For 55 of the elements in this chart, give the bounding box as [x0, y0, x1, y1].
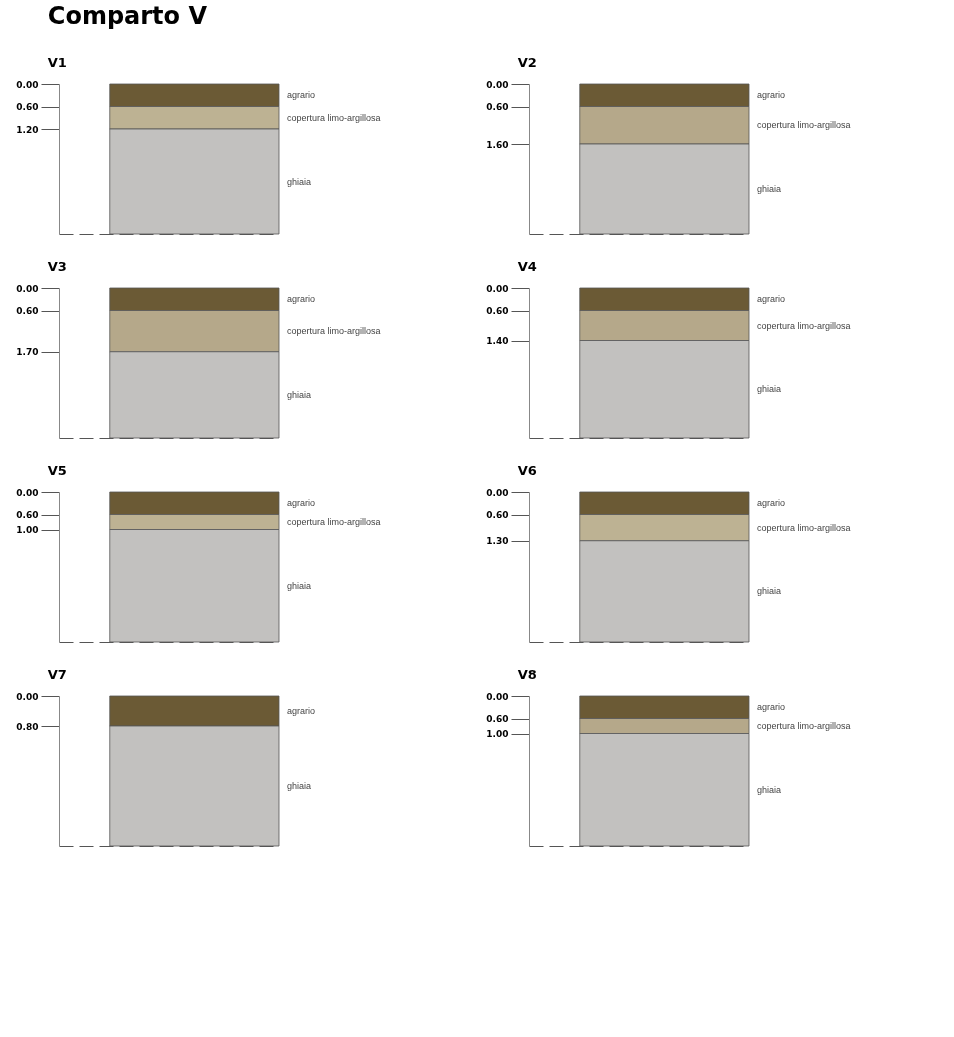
series-label: ghiaia [287, 389, 312, 400]
chart-title: Comparto V [47, 2, 208, 30]
y-tick-label: 0.00 [16, 79, 39, 90]
y-tick-label: 0.80 [16, 721, 39, 732]
chart-title: V2 [517, 55, 537, 70]
series-label: copertura limo-argillosa [757, 120, 851, 131]
series-label: copertura limo-argillosa [757, 721, 851, 731]
series-label: ghiaia [287, 176, 312, 187]
series-label: agrario [287, 90, 316, 101]
y-tick-label: 0.00 [16, 691, 39, 702]
chart-title: V7 [47, 667, 67, 682]
series-label: agrario [757, 498, 786, 509]
series-label: ghiaia [757, 784, 782, 795]
y-tick-label: 1.40 [486, 336, 509, 346]
series-label: ghiaia [757, 184, 782, 194]
series-label: ghiaia [287, 781, 312, 791]
chart-title: V6 [517, 463, 537, 478]
series-label: ghiaia [757, 384, 782, 395]
y-tick-label: 0.60 [486, 102, 509, 112]
series-label: ghiaia [757, 586, 782, 597]
y-tick-label: 0.60 [486, 306, 509, 316]
chart-title: V3 [47, 259, 67, 274]
y-tick-label: 1.20 [16, 124, 39, 135]
series-label: agrario [287, 294, 316, 305]
chart-title: V5 [47, 463, 67, 478]
y-tick-label: 0.60 [16, 510, 39, 520]
y-tick-label: 1.00 [16, 525, 39, 535]
series-label: copertura limo-argillosa [757, 522, 851, 533]
series-label: copertura limo-argillosa [287, 326, 381, 337]
y-tick-label: 0.00 [486, 487, 509, 498]
y-tick-label: 0.60 [486, 714, 509, 724]
y-tick-label: 1.60 [486, 139, 509, 150]
chart-subtitle: V1 [47, 55, 67, 70]
y-tick-label: 0.60 [486, 510, 509, 520]
y-tick-label: 0.00 [486, 691, 509, 702]
y-tick-label: 1.00 [486, 729, 509, 739]
y-tick-label: 0.00 [16, 283, 39, 294]
series-label: copertura limo-argillosa [287, 112, 381, 123]
chart-title: V4 [517, 259, 537, 274]
y-tick-label: 1.30 [486, 536, 509, 547]
series-label: ghiaia [287, 580, 312, 591]
series-label: agrario [287, 498, 316, 509]
series-label: agrario [757, 294, 786, 305]
series-label: copertura limo-argillosa [757, 320, 851, 331]
y-tick-label: 0.60 [16, 306, 39, 316]
y-tick-label: 0.60 [16, 102, 39, 112]
series-label: agrario [757, 90, 786, 101]
series-label: agrario [757, 702, 786, 713]
y-tick-label: 0.00 [16, 487, 39, 498]
series-label: agrario [287, 706, 316, 716]
y-tick-label: 0.00 [486, 283, 509, 294]
y-tick-label: 0.00 [486, 79, 509, 90]
series-label: copertura limo-argillosa [287, 517, 381, 527]
chart-title: V8 [517, 667, 537, 682]
y-tick-label: 1.70 [16, 347, 39, 358]
